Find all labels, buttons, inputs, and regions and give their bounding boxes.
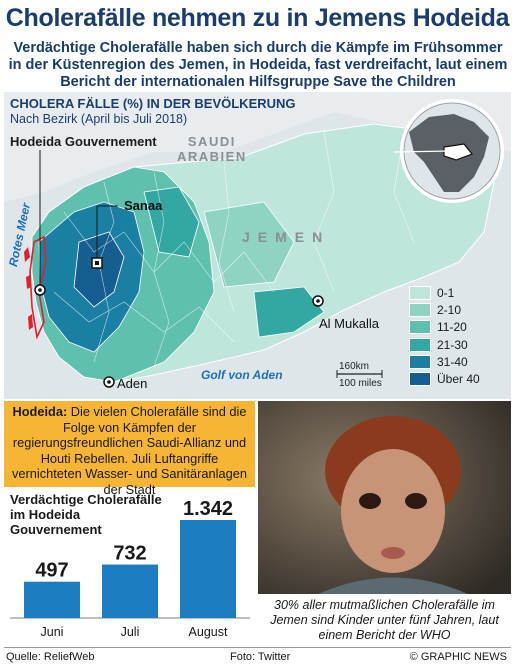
legend-label: 0-1: [437, 286, 455, 300]
saudi-label: SAUDI ARABIEN: [177, 134, 247, 164]
legend-label: 11-20: [437, 320, 467, 335]
bar-value-label-1: 732: [113, 543, 146, 565]
legend-swatch: [409, 286, 431, 300]
bar-value-label-2: 1.342: [183, 498, 233, 520]
bar-1: [102, 564, 158, 618]
legend-item: 2-10: [409, 302, 480, 318]
source-credit: Quelle: ReliefWeb: [6, 651, 95, 663]
photo-caption: 30% aller mutmaßlichen Cholerafälle im J…: [270, 598, 499, 642]
legend-swatch: [409, 320, 431, 335]
bar-category-label-1: Juli: [121, 625, 140, 639]
legend-swatch: [409, 303, 431, 318]
legend-swatch: [409, 337, 431, 352]
page-title: Cholerafälle nehmen zu in Jemens Hodeida: [5, 4, 510, 32]
photo-illustration: [258, 401, 511, 594]
legend-label: Über 40: [437, 371, 480, 386]
photo-credit: Foto: Twitter: [230, 651, 291, 663]
legend-swatch: [409, 354, 431, 369]
legend-item: 31-40: [409, 354, 480, 370]
info-lead: Hodeida:: [12, 404, 68, 419]
scale-km-label: 160km: [339, 361, 370, 372]
copyright-credit: © GRAPHIC NEWS: [409, 651, 507, 663]
info-text: Die vielen Cholerafälle sind die Folge v…: [12, 404, 247, 497]
legend-item: 21-30: [409, 337, 480, 353]
legend-item: 0-1: [409, 285, 480, 301]
central-districts: [143, 186, 200, 258]
saudi-label-line1: SAUDI: [187, 134, 236, 149]
yemen-highlight: [443, 143, 473, 161]
map-legend: 0-1 2-10 11-20 21-30 31-40 Über 40: [409, 285, 480, 388]
footer-rule: [4, 647, 511, 648]
golf-label: Golf von Aden: [201, 368, 283, 382]
bar-chart-title: Verdächtige Cholerafälle im Hodeida Gouv…: [10, 492, 162, 537]
islands: [24, 247, 33, 330]
map-heading: CHOLERA FÄLLE (%) IN DER BEVÖLKERUNG: [10, 96, 296, 111]
saudi-label-line2: ARABIEN: [177, 149, 247, 164]
map-subheading: Nach Bezirk (April bis Juli 2018): [10, 112, 188, 126]
bar-chart: 497 Juni 732 Juli 1.342 August: [10, 498, 250, 639]
page-subtitle: Verdächtige Cholerafälle haben sich durc…: [8, 40, 508, 90]
legend-item: Über 40: [409, 371, 480, 387]
governorate-label: Hodeida Gouvernement: [10, 134, 157, 149]
bar-2: [180, 520, 236, 618]
legend-item: 11-20: [409, 319, 480, 335]
legend-label: 2-10: [437, 303, 462, 318]
map-panel: CHOLERA FÄLLE (%) IN DER BEVÖLKERUNG Nac…: [4, 92, 511, 399]
south-districts: [253, 286, 325, 338]
saudi-land: [4, 92, 511, 202]
legend-swatch: [409, 371, 431, 386]
bar-category-label-2: August: [189, 625, 228, 639]
scale-miles-label: 100 miles: [339, 378, 382, 389]
bar-category-label-0: Juni: [41, 625, 64, 639]
bar-value-label-0: 497: [35, 560, 68, 582]
legend-label: 21-30: [437, 337, 468, 352]
aden-label: Aden: [117, 376, 148, 391]
bar-0: [24, 581, 80, 618]
sanaa-label: Sanaa: [124, 198, 163, 213]
jemen-label: JEMEN: [242, 229, 331, 245]
globe-locator: [393, 99, 504, 203]
info-box: Hodeida: Die vielen Cholerafälle sind di…: [4, 401, 255, 497]
yemen-map: [4, 92, 511, 399]
core-districts: [73, 231, 125, 308]
legend-label: 31-40: [437, 354, 468, 369]
child-photo: [258, 401, 511, 594]
mukalla-label: Al Mukalla: [319, 316, 379, 331]
